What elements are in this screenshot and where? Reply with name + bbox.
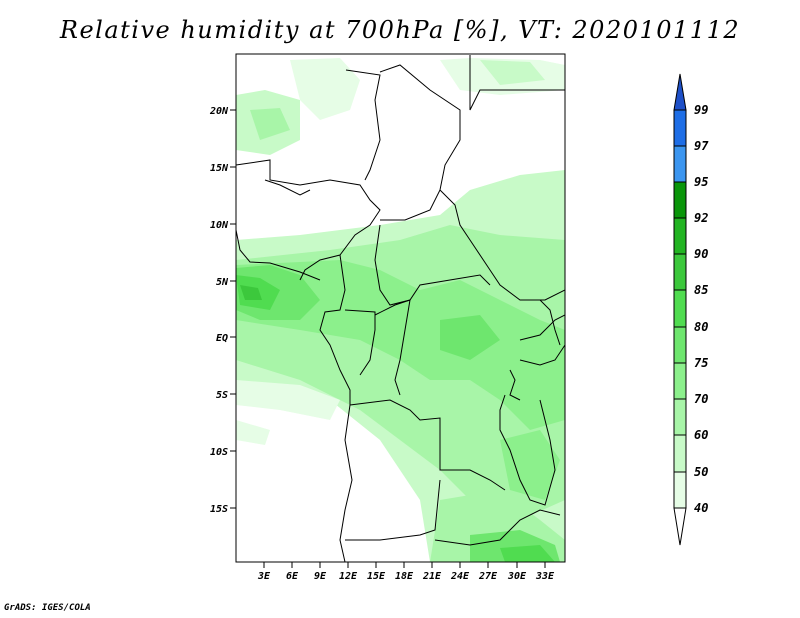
lat-tick-label: 20N [209,106,229,117]
humidity-field [236,54,565,562]
colorbar-label: 85 [694,283,708,297]
lon-tick-label: 15E [367,571,386,582]
colorbar-label: 92 [694,211,708,225]
lat-axis: 20N 15N 10N 5N EQ 5S 10S 15S [209,106,236,515]
lat-tick-label: 15S [210,504,228,515]
colorbar-label: 75 [694,356,708,370]
colorbar-segment [673,326,687,364]
credit-text: GrADS: IGES/COLA [4,603,91,613]
lon-tick-label: 33E [535,571,555,582]
colorbar-label: 99 [694,103,708,117]
colorbar-label: 40 [694,501,708,515]
lat-tick-label: 5S [216,390,228,401]
lon-tick-label: 21E [422,571,442,582]
colorbar-segment [673,434,687,473]
colorbar [673,73,687,546]
lon-tick-label: 27E [478,571,498,582]
map-frame [235,53,566,563]
lon-tick-label: 30E [507,571,527,582]
colorbar-label: 80 [694,320,708,334]
colorbar-label: 70 [694,392,708,406]
lon-axis: 3E 6E 9E 12E 15E 18E 21E 24E 27E 30E 33E [257,562,555,582]
colorbar-segment [673,109,687,147]
colorbar-label: 90 [694,247,708,261]
colorbar-labels: 99 97 95 92 90 85 80 75 70 60 50 40 [694,103,709,515]
colorbar-segment [673,362,687,400]
colorbar-bottom-arrow [673,507,687,546]
colorbar-top-arrow [673,73,687,111]
lat-tick-label: 5N [216,277,229,288]
lon-tick-label: 18E [395,571,414,582]
lon-tick-label: 12E [339,571,358,582]
colorbar-segment [673,471,687,509]
lon-tick-label: 24E [450,571,470,582]
colorbar-label: 97 [694,139,709,153]
colorbar-segment [673,217,687,255]
colorbar-label: 95 [694,175,708,189]
lon-tick-label: 9E [314,571,327,582]
map-title: Relative humidity at 700hPa [%], VT: 202… [59,16,741,44]
colorbar-segment [673,181,687,219]
colorbar-segment [673,289,687,328]
colorbar-label: 50 [694,465,708,479]
colorbar-segment [673,145,687,183]
lat-tick-label: 10S [210,447,228,458]
lat-tick-label: 15N [210,163,229,174]
country-borders [236,55,565,562]
lon-tick-label: 3E [257,571,271,582]
lon-tick-label: 6E [286,571,299,582]
colorbar-label: 60 [694,428,708,442]
colorbar-segment [673,253,687,291]
lat-tick-label: EQ [216,333,228,344]
lat-tick-label: 10N [210,220,229,231]
colorbar-segment [673,398,687,436]
